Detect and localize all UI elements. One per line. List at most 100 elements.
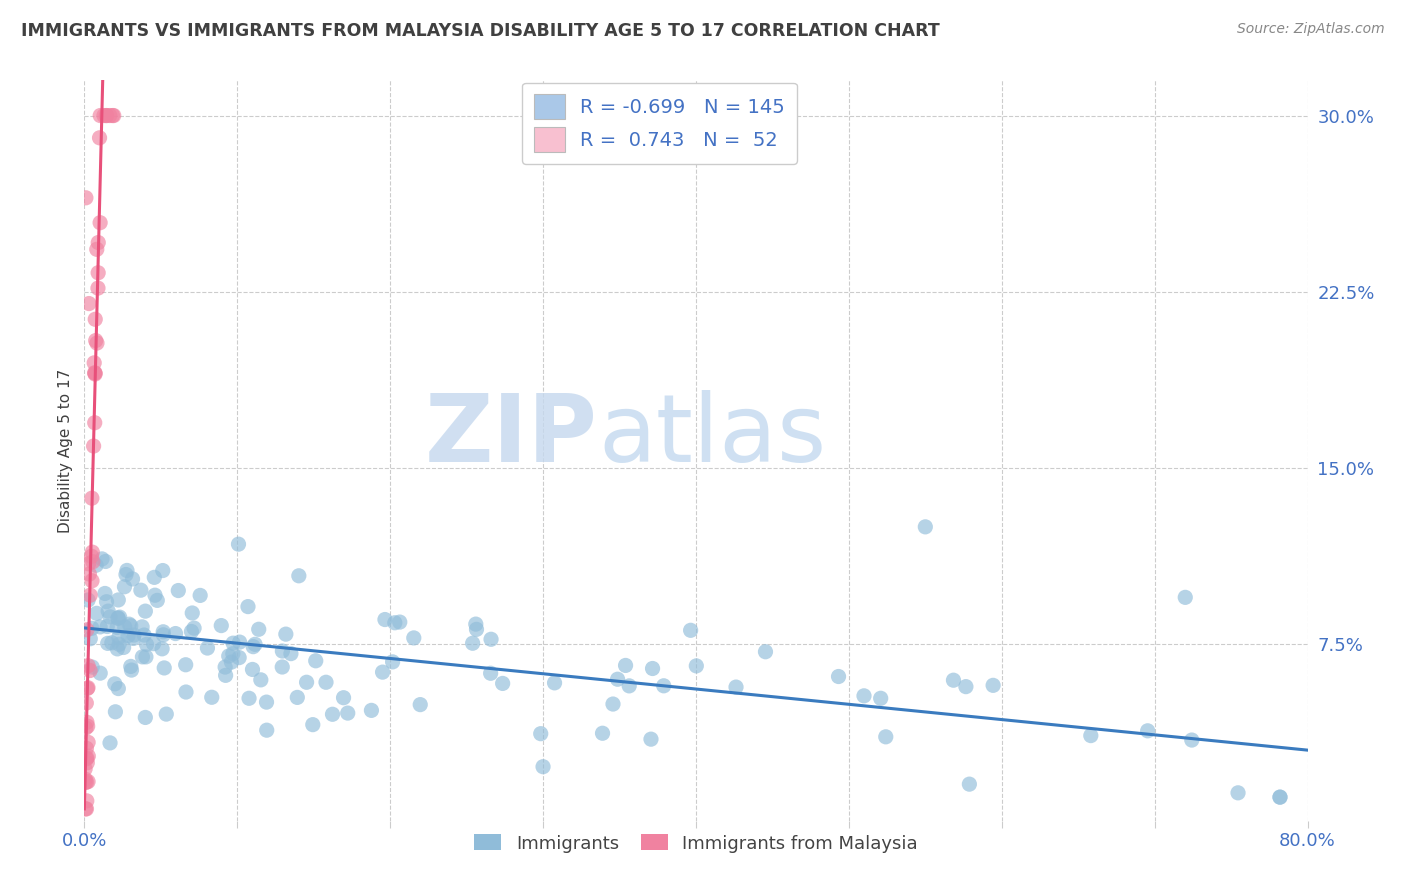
Point [135, 649, 157, 664]
Point [942, 673, 965, 688]
Point [76, 623, 98, 637]
Point [121, 663, 143, 677]
Point [112, 640, 135, 655]
Point [105, 620, 128, 634]
Point [150, 641, 173, 656]
Point [602, 697, 624, 711]
Point [84, 367, 107, 381]
Point [853, 689, 876, 703]
Point [83, 366, 105, 380]
Point [271, 644, 294, 658]
Point [142, 637, 165, 651]
Point [274, 627, 297, 641]
Point [197, 641, 219, 656]
Point [321, 707, 343, 722]
Point [101, 636, 124, 650]
Point [76, 775, 98, 789]
Point [118, 617, 141, 632]
Point [77, 593, 100, 607]
Point [402, 631, 425, 645]
Point [76, 681, 98, 696]
Point [143, 588, 166, 602]
Point [97, 604, 120, 618]
Point [75, 696, 97, 710]
Point [75, 741, 97, 756]
Point [79, 567, 101, 582]
Point [479, 666, 502, 681]
Point [869, 691, 891, 706]
Point [256, 695, 278, 709]
Point [957, 777, 980, 791]
Point [76, 751, 98, 765]
Point [131, 649, 153, 664]
Point [1080, 729, 1102, 743]
Point [76, 756, 98, 770]
Point [181, 606, 204, 620]
Point [152, 564, 174, 578]
Point [247, 622, 270, 636]
Point [174, 685, 197, 699]
Point [652, 679, 675, 693]
Point [77, 749, 100, 764]
Point [465, 623, 488, 637]
Point [143, 570, 166, 584]
Point [167, 583, 190, 598]
Point [77, 557, 100, 571]
Y-axis label: Disability Age 5 to 17: Disability Age 5 to 17 [58, 368, 73, 533]
Point [479, 632, 502, 647]
Point [87, 281, 110, 295]
Point [180, 624, 202, 639]
Point [75, 191, 97, 205]
Point [94, 586, 117, 600]
Point [543, 676, 565, 690]
Point [122, 628, 145, 642]
Point [188, 589, 211, 603]
Point [96, 109, 118, 123]
Point [218, 648, 240, 663]
Point [75, 775, 97, 789]
Point [93, 109, 115, 123]
Point [381, 655, 404, 669]
Point [214, 660, 236, 674]
Point [86, 243, 108, 257]
Point [77, 774, 100, 789]
Point [531, 760, 554, 774]
Point [315, 675, 337, 690]
Point [129, 583, 152, 598]
Point [679, 624, 702, 638]
Point [371, 665, 394, 680]
Point [174, 657, 197, 672]
Point [242, 663, 264, 677]
Point [228, 537, 250, 551]
Point [82, 555, 104, 569]
Point [84, 366, 107, 380]
Point [104, 677, 127, 691]
Point [1181, 733, 1204, 747]
Point [107, 593, 129, 607]
Point [98, 109, 121, 123]
Point [122, 632, 145, 646]
Point [152, 628, 174, 642]
Point [640, 732, 662, 747]
Point [332, 690, 354, 705]
Point [87, 235, 110, 250]
Point [165, 626, 187, 640]
Point [238, 691, 260, 706]
Point [83, 416, 105, 430]
Text: IMMIGRANTS VS IMMIGRANTS FROM MALAYSIA DISABILITY AGE 5 TO 17 CORRELATION CHART: IMMIGRANTS VS IMMIGRANTS FROM MALAYSIA D… [21, 22, 939, 40]
Point [117, 629, 139, 643]
Point [77, 681, 100, 695]
Point [606, 672, 628, 686]
Point [827, 669, 849, 683]
Point [96, 619, 118, 633]
Point [76, 794, 98, 808]
Point [242, 640, 264, 654]
Point [89, 130, 111, 145]
Text: atlas: atlas [598, 390, 827, 482]
Point [114, 620, 136, 634]
Point [96, 109, 118, 123]
Point [103, 109, 125, 123]
Point [89, 109, 111, 123]
Point [82, 545, 104, 559]
Point [301, 717, 323, 731]
